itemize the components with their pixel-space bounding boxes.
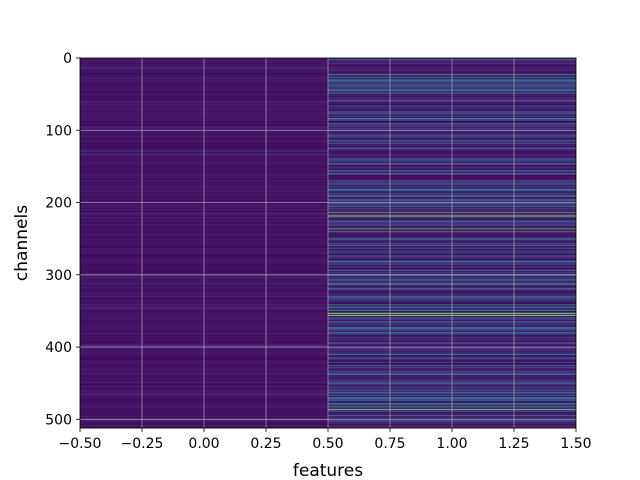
y-tick-label: 200 [45,196,72,212]
x-tick-label: 1.50 [560,436,591,452]
x-tick-label: −0.25 [121,436,164,452]
x-tick-label: 0.50 [312,436,343,452]
y-tick-label: 300 [45,268,72,284]
y-tick-label: 100 [45,123,72,139]
x-tick-label: 0.75 [374,436,405,452]
x-axis-label: features [293,461,363,480]
y-axis-label: channels [12,205,32,281]
x-tick-label: 1.25 [498,436,529,452]
grid-lines [80,58,576,428]
x-tick-label: 1.00 [436,436,467,452]
y-axis: 0 100 200 300 400 500 [45,51,80,428]
x-tick-label: 0.00 [188,436,219,452]
x-tick-label: 0.25 [250,436,281,452]
x-tick-label: −0.50 [59,436,102,452]
y-tick-label: 400 [45,340,72,356]
y-tick-label: 0 [63,51,72,67]
y-tick-label: 500 [45,412,72,428]
plot-area [79,57,577,429]
x-axis: −0.50 −0.25 0.00 0.25 0.50 0.75 1.00 1.25 1.50 [59,428,592,452]
